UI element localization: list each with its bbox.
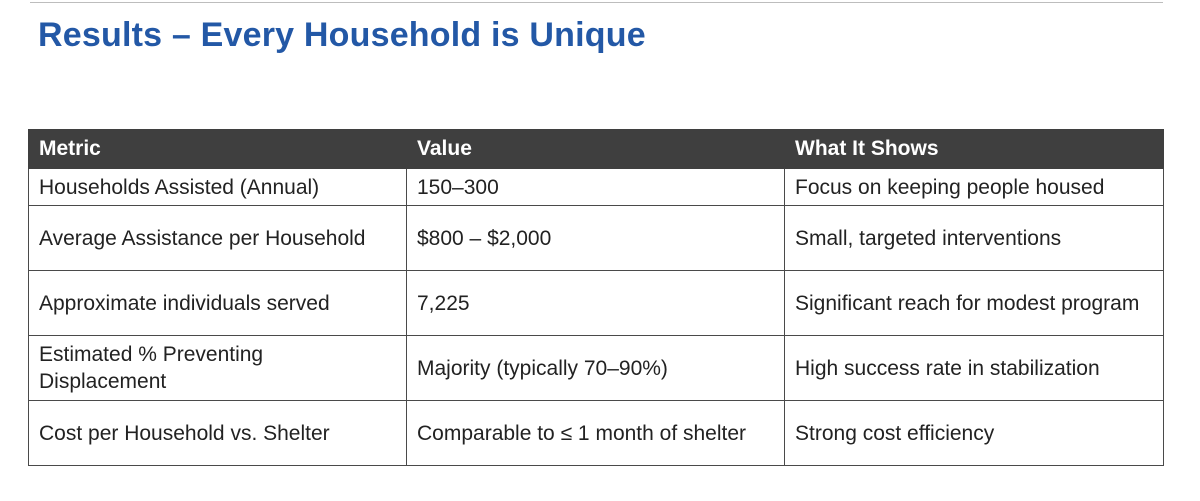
table-row: Average Assistance per Household $800 – … (28, 205, 1164, 271)
what-it-shows-cell: Strong cost efficiency (784, 400, 1164, 466)
slide-title: Results – Every Household is Unique (38, 16, 646, 54)
top-divider (30, 2, 1163, 3)
table-row: Approximate individuals served 7,225 Sig… (28, 270, 1164, 336)
what-it-shows-cell: Small, targeted interventions (784, 205, 1164, 271)
table-row: Cost per Household vs. Shelter Comparabl… (28, 400, 1164, 466)
table-header-row: Metric Value What It Shows (28, 129, 1164, 169)
what-it-shows-cell: High success rate in stabilization (784, 335, 1164, 401)
value-cell: $800 – $2,000 (406, 205, 785, 271)
results-table: Metric Value What It Shows Households As… (28, 129, 1164, 466)
table-row: Households Assisted (Annual) 150–300 Foc… (28, 168, 1164, 206)
metric-cell: Average Assistance per Household (28, 205, 407, 271)
value-cell: Comparable to ≤ 1 month of shelter (406, 400, 785, 466)
metric-cell: Cost per Household vs. Shelter (28, 400, 407, 466)
what-it-shows-cell: Significant reach for modest program (784, 270, 1164, 336)
value-cell: Majority (typically 70–90%) (406, 335, 785, 401)
header-what-it-shows: What It Shows (784, 129, 1164, 169)
metric-cell: Estimated % Preventing Displacement (28, 335, 407, 401)
what-it-shows-cell: Focus on keeping people housed (784, 168, 1164, 206)
header-value: Value (406, 129, 785, 169)
table-row: Estimated % Preventing Displacement Majo… (28, 335, 1164, 401)
header-metric: Metric (28, 129, 407, 169)
metric-cell: Approximate individuals served (28, 270, 407, 336)
value-cell: 150–300 (406, 168, 785, 206)
metric-cell: Households Assisted (Annual) (28, 168, 407, 206)
value-cell: 7,225 (406, 270, 785, 336)
